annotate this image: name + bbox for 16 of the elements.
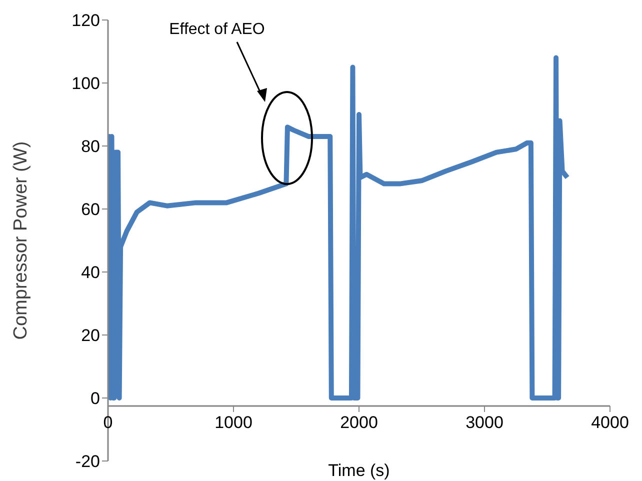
x-axis-title: Time (s) — [328, 461, 390, 480]
y-tick-label: 120 — [72, 11, 100, 30]
y-axis-title: Compressor Power (W) — [10, 141, 32, 340]
x-tick-label: 4000 — [591, 413, 629, 432]
x-tick-label: 0 — [103, 413, 113, 432]
y-tick-label: 60 — [81, 200, 100, 220]
y-tick-label: 20 — [81, 326, 100, 346]
x-tick-label: 2000 — [340, 413, 378, 432]
y-tick-label: 0 — [90, 389, 100, 408]
y-tick-label: -20 — [75, 452, 100, 472]
y-tick-label: 100 — [72, 74, 100, 94]
y-tick-label: 40 — [81, 263, 100, 282]
x-tick-label: 1000 — [214, 413, 252, 432]
annotation: Effect of AEO — [169, 21, 265, 38]
y-tick-label: 80 — [81, 137, 100, 156]
x-tick-label: 3000 — [466, 413, 504, 432]
